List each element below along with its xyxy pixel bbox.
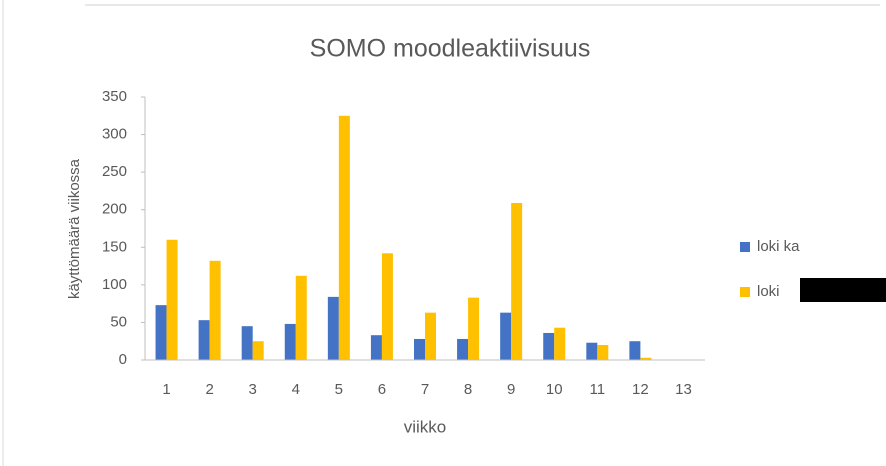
x-tick-label: 7 <box>421 381 429 398</box>
x-axis-label: viikko <box>404 417 447 436</box>
bar <box>500 312 512 360</box>
bar <box>166 239 178 360</box>
bar <box>543 332 555 360</box>
bar <box>629 341 641 360</box>
x-tick-label: 13 <box>675 381 692 398</box>
x-tick-label: 6 <box>378 381 386 398</box>
y-tick-label: 250 <box>102 163 127 180</box>
bar <box>640 357 652 360</box>
bar <box>338 115 350 361</box>
x-tick-label: 4 <box>292 381 300 398</box>
legend-label: loki <box>757 283 780 300</box>
bar <box>511 202 523 360</box>
x-tick-label: 3 <box>249 381 257 398</box>
y-tick-label: 50 <box>110 313 127 330</box>
bar <box>554 327 566 360</box>
x-tick-label: 10 <box>546 381 563 398</box>
bar <box>295 275 307 360</box>
x-tick-label: 12 <box>632 381 649 398</box>
bar <box>241 326 253 360</box>
bar <box>468 297 480 360</box>
bar <box>209 260 221 360</box>
bar <box>381 253 393 360</box>
bar <box>414 338 425 360</box>
bar <box>327 296 339 360</box>
legend-swatch <box>740 287 750 297</box>
y-tick-label: 300 <box>102 126 127 143</box>
bar <box>370 335 382 360</box>
bar <box>597 344 609 360</box>
x-tick-label: 11 <box>590 381 606 398</box>
bar <box>586 342 598 360</box>
x-tick-label: 9 <box>507 381 515 398</box>
y-tick-label: 150 <box>102 238 127 255</box>
bar <box>252 341 264 360</box>
y-tick-label: 200 <box>102 201 127 218</box>
x-tick-label: 2 <box>205 381 213 398</box>
legend-swatch <box>740 242 750 252</box>
x-tick-label: 1 <box>162 381 170 398</box>
bar <box>425 312 436 360</box>
legend-label: loki ka <box>757 238 800 255</box>
y-tick-label: 350 <box>102 88 127 105</box>
y-tick-label: 100 <box>102 276 127 293</box>
bar <box>198 320 210 360</box>
redaction <box>800 278 886 302</box>
x-tick-label: 8 <box>464 381 472 398</box>
y-tick-label: 0 <box>119 351 127 368</box>
x-tick-label: 5 <box>335 381 343 398</box>
bar <box>284 323 296 360</box>
chart-title: SOMO moodleaktiivisuus <box>310 35 591 63</box>
bar <box>457 338 469 360</box>
y-axis-label: käyttömäärä viikossa <box>66 158 83 299</box>
bar <box>155 305 167 360</box>
